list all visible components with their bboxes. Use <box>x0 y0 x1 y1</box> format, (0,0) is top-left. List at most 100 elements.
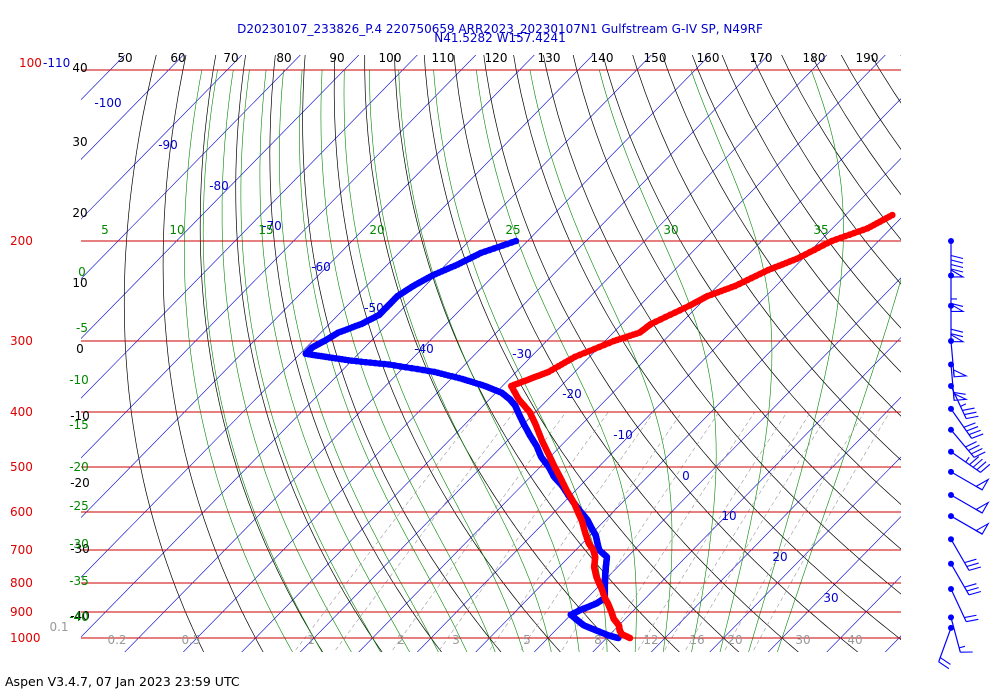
dry-adiabat-line <box>900 55 901 56</box>
theta-label-left: -40 <box>70 609 90 623</box>
temperature-trace <box>508 212 896 641</box>
theta-label-top: 130 <box>538 51 561 65</box>
dry-adiabat-line <box>235 55 383 652</box>
mixing-ratio-label: 16 <box>689 633 704 647</box>
pressure-label-top: 100 <box>19 56 42 70</box>
wind-barb-feather <box>938 661 950 670</box>
wind-barb-feather <box>968 566 982 571</box>
dry-adiabat-line <box>423 55 740 652</box>
mixing-ratio-line <box>637 411 788 651</box>
wind-barb-half-feather <box>960 403 967 407</box>
pressure-label: 200 <box>10 234 33 248</box>
wind-barb-flag <box>952 392 969 401</box>
dry-adiabat-line <box>162 55 264 652</box>
moist-adiabat-line <box>599 69 717 652</box>
wind-barb-flag <box>975 478 990 491</box>
wind-barb-feather <box>953 391 966 395</box>
dry-adiabat-line <box>751 55 901 285</box>
dewpoint-trace-point <box>512 237 520 245</box>
moist-adiabat-label: 25 <box>505 223 520 237</box>
isotherm-line <box>358 98 901 652</box>
moist-adiabat-label: 20 <box>369 223 384 237</box>
theta-label-top: 150 <box>644 51 667 65</box>
mixing-ratio-label: 0.5 <box>181 633 200 647</box>
isotherm-line <box>182 55 769 652</box>
pressure-label: 1000 <box>10 631 41 645</box>
temperature-trace-point <box>889 211 896 219</box>
moist-adiabat-label: -40 <box>69 610 89 624</box>
dry-adiabat-line <box>662 55 901 417</box>
moist-adiabat-label: -10 <box>69 373 89 387</box>
wind-barb-flag <box>975 522 990 535</box>
wind-barbs <box>938 237 991 670</box>
isotherm-line <box>81 55 126 101</box>
dry-adiabat-line <box>870 55 901 104</box>
mixing-ratio-line <box>335 411 515 651</box>
pressure-label: 700 <box>10 543 33 557</box>
mixing-ratio-label: 1 <box>307 633 315 647</box>
mixing-ratio-label: 8 <box>594 633 602 647</box>
dewpoint-trace-point <box>414 365 421 373</box>
dry-adiabat-line <box>632 55 901 461</box>
moist-adiabat-line <box>748 69 844 652</box>
wind-barb-feather <box>950 328 964 333</box>
theta-label-top: 70 <box>223 51 238 65</box>
wind-barb-feather <box>966 562 979 568</box>
wind-barb-staff <box>950 408 973 439</box>
isotherm-label: -20 <box>562 387 582 401</box>
wind-barb-feather <box>964 583 977 588</box>
dry-adiabat-line <box>811 55 901 196</box>
moist-adiabat-label: 5 <box>101 223 109 237</box>
dry-adiabat-line <box>781 55 901 241</box>
wind-barb-feather <box>971 433 984 439</box>
theta-label-top: 110 <box>432 51 455 65</box>
pressure-label: 400 <box>10 405 33 419</box>
pressure-label: 800 <box>10 576 33 590</box>
isotherm-line <box>124 55 711 652</box>
isotherm-line <box>884 635 901 652</box>
moist-adiabat-line <box>343 69 524 652</box>
wind-barb-staff <box>950 538 970 571</box>
isotherm-line <box>81 55 301 280</box>
pressure-label: 600 <box>10 505 33 519</box>
dry-adiabat-line <box>543 55 901 595</box>
isotherm-label: -60 <box>311 260 331 274</box>
theta-label-top: 190 <box>856 51 879 65</box>
theta-label-top: 80 <box>276 51 291 65</box>
dry-adiabat-line <box>199 55 323 652</box>
wind-barb-staff <box>938 627 952 662</box>
theta-label-left: -30 <box>70 542 90 556</box>
theta-label-left: 10 <box>72 276 87 290</box>
wind-barb-feather <box>950 259 964 264</box>
wind-barb-feather <box>968 444 980 451</box>
theta-label-top: 120 <box>485 51 508 65</box>
wind-barb-half-feather <box>965 456 970 463</box>
wind-barb-feather <box>962 407 975 411</box>
isotherm-line <box>241 55 828 652</box>
mixing-ratio-line <box>439 411 609 651</box>
isotherm-label: 0 <box>682 469 690 483</box>
isotherm-label: 20 <box>772 550 787 564</box>
wind-barb-feather <box>950 263 964 269</box>
wind-barb-feather <box>966 618 979 623</box>
theta-label-top: 60 <box>170 51 185 65</box>
dry-adiabat-line <box>302 55 502 652</box>
wind-barb-feather <box>964 614 977 619</box>
dewpoint-trace-point <box>425 367 433 375</box>
dry-adiabat-line <box>721 55 901 329</box>
wind-barb-half-feather <box>959 645 966 649</box>
isotherm-label: -10 <box>613 428 633 442</box>
theta-label-left: 40 <box>72 61 87 75</box>
isotherm-label: -90 <box>158 138 178 152</box>
dewpoint-trace-point <box>419 366 427 374</box>
thermodynamic-grid <box>81 55 901 652</box>
sounding-profiles <box>302 211 896 642</box>
moist-adiabat-label: 10 <box>169 223 184 237</box>
theta-label-top: 180 <box>803 51 826 65</box>
footer-version: Aspen V3.4.7, 07 Jan 2023 23:59 UTC <box>5 674 240 689</box>
moist-adiabat-line <box>690 69 773 652</box>
chart-title-line2: N41.5282 W157.4241 <box>434 31 566 45</box>
wind-barb-feather <box>950 254 964 260</box>
wind-barb-flag <box>952 368 969 378</box>
